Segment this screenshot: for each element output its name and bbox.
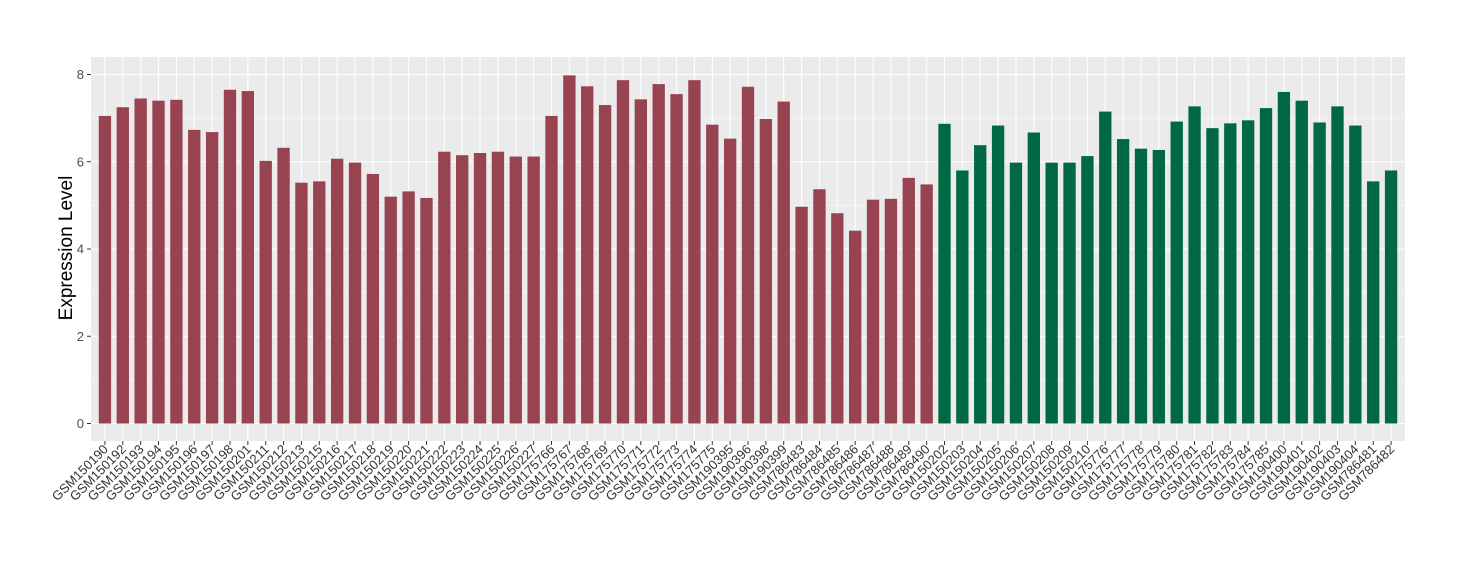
bar-GSM175779	[1152, 149, 1166, 424]
bar-GSM786481	[1367, 181, 1380, 424]
bar-series	[98, 75, 1398, 424]
bar-GSM175767	[563, 75, 576, 424]
bar-GSM175781	[1188, 106, 1201, 424]
bar-GSM190402	[1313, 122, 1326, 424]
bar-GSM190395	[723, 138, 737, 424]
bar-GSM786489	[902, 177, 915, 424]
bar-GSM150194	[152, 100, 165, 424]
bar-GSM175775	[706, 124, 719, 424]
bar-GSM786488	[884, 198, 898, 424]
y-tick-label: 8	[77, 67, 84, 82]
y-tick-label: 6	[77, 154, 84, 169]
bar-GSM150224	[473, 153, 487, 424]
bar-GSM786485	[831, 213, 844, 424]
bar-GSM175772	[652, 84, 665, 424]
bar-GSM175769	[598, 105, 612, 424]
bar-GSM150217	[348, 162, 362, 424]
bar-GSM150201	[241, 91, 254, 424]
bar-GSM175778	[1134, 148, 1148, 424]
bar-GSM190399	[777, 101, 790, 424]
bar-GSM150220	[402, 191, 415, 424]
y-axis-title: Expression Level	[56, 176, 77, 321]
bar-GSM150218	[366, 173, 380, 424]
bar-GSM150212	[277, 147, 290, 424]
bar-GSM150226	[509, 156, 522, 424]
bar-GSM175780	[1170, 121, 1183, 424]
bar-GSM786487	[866, 199, 880, 424]
bar-GSM175766	[545, 115, 558, 424]
bar-GSM190404	[1349, 125, 1362, 424]
bar-GSM786490	[920, 184, 933, 424]
bar-GSM150192	[116, 107, 129, 424]
bar-GSM150193	[134, 98, 147, 424]
bar-GSM150196	[188, 129, 201, 424]
y-axis: 0 2 4 6 8	[77, 67, 91, 431]
bar-GSM150225	[491, 151, 505, 424]
bar-GSM175774	[688, 80, 701, 424]
bar-GSM786482	[1384, 170, 1398, 424]
bar-GSM175783	[1224, 123, 1237, 424]
bar-GSM175768	[581, 86, 594, 424]
bar-GSM175773	[670, 94, 683, 424]
bar-GSM786486	[849, 230, 862, 424]
bar-GSM150197	[205, 132, 219, 424]
bar-GSM150213	[295, 182, 308, 424]
bar-GSM150222	[438, 151, 451, 424]
bar-GSM150210	[1081, 156, 1094, 424]
bar-GSM175785	[1259, 108, 1273, 424]
bar-GSM150216	[330, 158, 344, 424]
bar-GSM150221	[420, 197, 433, 424]
bar-GSM150203	[956, 170, 969, 424]
bar-GSM150195	[170, 99, 183, 424]
bar-GSM175770	[616, 80, 630, 424]
bar-GSM150207	[1027, 132, 1040, 424]
bar-GSM150198	[223, 89, 237, 424]
bar-GSM150209	[1063, 162, 1076, 424]
bar-GSM150205	[991, 125, 1005, 424]
bar-GSM190403	[1331, 106, 1344, 424]
bar-GSM175782	[1206, 128, 1219, 424]
y-tick-label: 2	[77, 329, 84, 344]
bar-GSM175771	[634, 99, 647, 424]
bar-GSM150208	[1045, 162, 1058, 424]
bar-GSM150202	[938, 123, 951, 424]
bar-GSM190398	[759, 119, 773, 424]
bar-GSM190396	[741, 86, 755, 424]
bar-GSM175784	[1242, 120, 1255, 424]
bar-GSM150219	[384, 196, 397, 424]
bar-GSM150215	[313, 181, 326, 424]
bar-GSM786483	[795, 206, 808, 424]
bar-GSM150190	[98, 115, 112, 424]
bar-GSM175777	[1116, 139, 1130, 424]
bar-GSM150223	[456, 155, 469, 424]
bar-GSM175776	[1099, 111, 1112, 424]
bar-GSM150211	[259, 160, 272, 424]
y-tick-label: 0	[77, 416, 84, 431]
y-tick-label: 4	[77, 242, 84, 257]
bar-GSM150204	[974, 145, 987, 424]
bar-GSM786484	[813, 189, 826, 424]
bar-GSM190400	[1277, 91, 1291, 424]
bar-GSM150206	[1009, 162, 1023, 424]
bar-GSM190401	[1295, 100, 1308, 424]
x-axis: GSM150190GSM150192GSM150193GSM150194GSM1…	[49, 441, 1397, 504]
bar-GSM150227	[527, 156, 540, 424]
